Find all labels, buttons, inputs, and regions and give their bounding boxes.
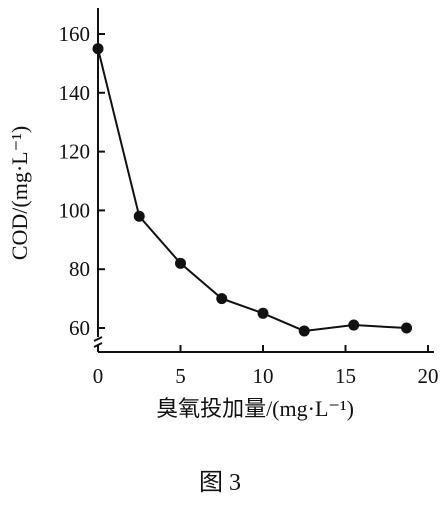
- series-line: [97, 48, 407, 332]
- data-point: [216, 293, 228, 305]
- series: [92, 43, 413, 337]
- y-axis-title: COD/(mg·L⁻¹): [7, 126, 32, 260]
- data-point: [92, 43, 104, 55]
- data-point: [401, 322, 413, 334]
- data-point: [133, 210, 145, 222]
- ticks: 60 80 100 120 140 160 0 5 10 15 20: [59, 22, 439, 388]
- y-tick-label: 60: [69, 316, 90, 340]
- x-tick-label: 10: [253, 364, 274, 388]
- x-tick-label: 5: [175, 364, 186, 388]
- axes: [93, 8, 434, 353]
- y-tick-label: 100: [59, 198, 91, 222]
- y-tick-label: 120: [59, 140, 91, 164]
- x-tick-label: 20: [418, 364, 439, 388]
- data-point: [298, 325, 310, 337]
- data-point: [257, 307, 269, 319]
- data-point: [175, 257, 186, 269]
- x-tick-label: 0: [93, 364, 104, 388]
- figure-caption: 图 3: [199, 470, 241, 496]
- y-tick-label: 140: [59, 81, 91, 105]
- y-tick-label: 160: [59, 22, 91, 46]
- x-axis-title: 臭氧投加量/(mg·L⁻¹): [156, 396, 354, 421]
- data-point: [348, 319, 360, 331]
- x-tick-label: 15: [335, 364, 356, 388]
- y-tick-label: 80: [69, 257, 90, 281]
